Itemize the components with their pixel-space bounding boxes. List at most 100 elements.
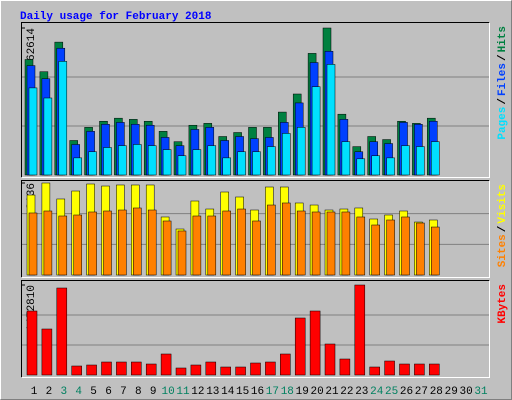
x-tick-label: 4 xyxy=(75,386,82,398)
bar xyxy=(311,86,321,176)
x-tick-label: 17 xyxy=(266,386,279,398)
bar xyxy=(177,230,187,276)
legend: Sites /Visits xyxy=(497,184,509,267)
bar xyxy=(73,214,82,276)
bar xyxy=(103,147,112,176)
bar xyxy=(401,216,410,276)
bar xyxy=(192,149,202,176)
bar xyxy=(267,146,276,176)
panel-shadow xyxy=(21,22,490,178)
bar xyxy=(103,210,112,276)
legend-entry: KBytes xyxy=(497,284,509,324)
x-tick-label: 21 xyxy=(325,386,339,398)
legend-entry: Pages xyxy=(497,107,509,140)
bar xyxy=(326,211,336,276)
legend-separator: / xyxy=(497,54,509,61)
x-tick-label: 30 xyxy=(459,386,472,398)
bar xyxy=(416,146,425,176)
bar xyxy=(401,145,410,176)
bar xyxy=(386,157,395,176)
legend: KBytes xyxy=(497,284,509,324)
panel-light xyxy=(21,180,490,278)
bar xyxy=(116,361,127,376)
x-tick-label: 3 xyxy=(60,386,67,398)
bar xyxy=(207,215,217,276)
x-tick-label: 24 xyxy=(370,386,384,398)
bar xyxy=(222,210,231,276)
x-tick-label: 9 xyxy=(150,386,157,398)
bar xyxy=(235,366,246,376)
x-tick-label: 8 xyxy=(135,386,142,398)
x-tick-label: 12 xyxy=(191,386,204,398)
bar xyxy=(41,328,53,376)
bar xyxy=(177,155,187,176)
panel-shadow xyxy=(21,280,490,378)
bar xyxy=(147,209,157,276)
bar xyxy=(252,220,261,276)
bar xyxy=(237,151,246,176)
panel-light xyxy=(21,22,490,178)
bar xyxy=(309,310,321,376)
bar xyxy=(294,317,306,376)
bar xyxy=(160,353,172,376)
bar xyxy=(326,64,336,176)
bar xyxy=(416,222,425,276)
bar xyxy=(28,212,38,276)
panel xyxy=(21,280,490,378)
bar xyxy=(88,151,97,176)
x-tick-label: 10 xyxy=(161,386,174,398)
legend-separator: / xyxy=(497,98,509,105)
bar xyxy=(73,157,82,176)
x-tick-label: 11 xyxy=(176,386,190,398)
bar xyxy=(101,361,112,376)
x-tick-label: 15 xyxy=(236,386,249,398)
legend: Pages / Files / Hits xyxy=(497,26,509,140)
bar xyxy=(133,144,142,176)
x-tick-label: 13 xyxy=(206,386,219,398)
bar xyxy=(311,211,321,276)
x-tick-label: 6 xyxy=(105,386,112,398)
bar xyxy=(118,209,127,276)
bar xyxy=(43,97,53,176)
bar xyxy=(26,310,38,376)
y-tick-label: 62614 xyxy=(26,28,38,61)
bar xyxy=(341,211,351,276)
bar xyxy=(145,363,157,376)
panel-light xyxy=(21,280,490,378)
x-tick-label: 31 xyxy=(474,386,488,398)
x-tick-label: 27 xyxy=(415,386,428,398)
bar xyxy=(429,363,440,376)
legend-separator: / xyxy=(497,225,509,232)
bar xyxy=(207,145,217,176)
bar xyxy=(267,204,276,276)
bar xyxy=(296,210,306,276)
bar xyxy=(369,366,380,376)
x-tick-label: 14 xyxy=(221,386,235,398)
x-tick-label: 20 xyxy=(310,386,323,398)
bar xyxy=(133,207,142,276)
bar xyxy=(131,361,142,376)
x-tick-label: 26 xyxy=(400,386,413,398)
bar xyxy=(175,367,187,376)
bar xyxy=(220,366,231,376)
bar xyxy=(58,61,68,176)
legend-entry: Sites xyxy=(497,234,509,267)
bar xyxy=(371,155,380,176)
legend-entry: Visits xyxy=(497,184,509,224)
x-tick-label: 2 xyxy=(46,386,53,398)
bar xyxy=(282,133,291,176)
panel-shadow xyxy=(21,180,490,278)
bar xyxy=(414,363,425,376)
x-tick-label: 25 xyxy=(385,386,398,398)
bar xyxy=(356,158,366,176)
bar xyxy=(354,284,366,376)
bar xyxy=(118,145,127,176)
x-tick-label: 19 xyxy=(296,386,309,398)
bar xyxy=(250,362,261,376)
bar xyxy=(86,364,97,376)
bar xyxy=(147,145,157,176)
x-tick-label: 7 xyxy=(120,386,127,398)
bar xyxy=(58,215,68,276)
